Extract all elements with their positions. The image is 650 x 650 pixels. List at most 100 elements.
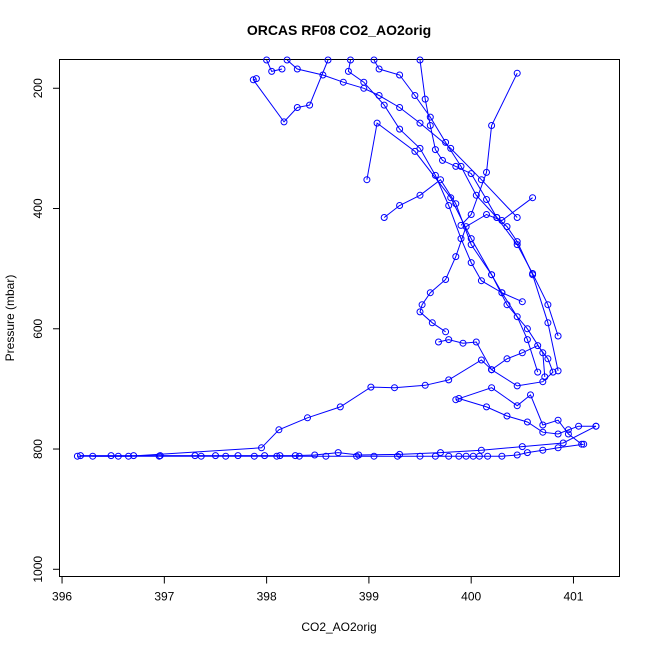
data-point (155, 452, 163, 460)
data-point (278, 65, 286, 73)
data-point (322, 452, 330, 460)
data-point (529, 271, 537, 279)
data-point (544, 319, 552, 327)
data-point (544, 301, 552, 309)
data-point (435, 338, 442, 346)
data-point (276, 452, 284, 460)
data-point (503, 355, 511, 363)
data-point (250, 452, 258, 460)
data-point (518, 349, 526, 357)
data-point (306, 101, 314, 109)
data-point (513, 382, 521, 390)
data-point (467, 241, 475, 249)
data-point (564, 430, 572, 438)
data-point (477, 446, 485, 454)
plot-area (73, 56, 600, 460)
data-point (554, 416, 562, 424)
data-point (518, 298, 526, 306)
data-point (513, 313, 521, 321)
data-point (477, 356, 485, 364)
data-point (261, 452, 269, 460)
data-point (467, 170, 475, 178)
data-point (457, 162, 465, 170)
data-point (513, 214, 521, 221)
data-point (252, 75, 260, 83)
data-point (304, 414, 311, 422)
data-point (503, 301, 511, 309)
data-point (442, 276, 450, 283)
data-point (426, 113, 434, 121)
y-tick-label: 1000 (31, 556, 45, 583)
data-point (234, 452, 242, 460)
y-tick-label: 800 (31, 439, 45, 459)
data-point (559, 439, 567, 447)
x-tick-label: 398 (257, 590, 277, 604)
series-line (252, 59, 329, 123)
data-point (445, 376, 453, 384)
data-point (580, 440, 588, 448)
data-point (484, 452, 492, 460)
data-point (523, 336, 531, 344)
data-point (428, 319, 436, 327)
data-point (249, 76, 257, 84)
data-point (445, 202, 453, 209)
y-axis: 200 400 600 800 1000 (31, 78, 60, 583)
data-point (130, 452, 138, 460)
y-tick-label: 600 (31, 318, 45, 338)
data-point (488, 366, 496, 374)
data-point (268, 67, 276, 75)
y-tick-label: 200 (31, 78, 45, 98)
series-line (347, 59, 539, 373)
data-point (488, 384, 496, 392)
data-point (416, 119, 424, 127)
series-5 (416, 56, 562, 375)
data-point (452, 200, 460, 208)
data-point (437, 449, 444, 457)
data-point (431, 146, 439, 154)
series-14 (77, 422, 600, 460)
data-point (396, 450, 404, 458)
data-point (222, 452, 230, 460)
data-point (488, 271, 496, 279)
data-point (439, 156, 446, 164)
data-point (411, 147, 419, 155)
data-point (197, 452, 205, 460)
data-point (360, 78, 368, 86)
data-point (592, 422, 600, 430)
data-point (212, 452, 219, 460)
data-point (483, 196, 490, 203)
y-axis-label: Pressure (mbar) (3, 275, 17, 362)
data-point (459, 339, 467, 347)
data-point (363, 176, 371, 184)
data-point (334, 449, 342, 457)
y-tick-label: 400 (31, 198, 45, 218)
data-point (295, 452, 303, 460)
data-point (452, 162, 460, 170)
data-point (523, 418, 531, 426)
data-point (498, 289, 506, 297)
data-point (426, 122, 434, 129)
data-point (367, 383, 375, 391)
data-point (77, 452, 84, 460)
data-point (431, 452, 439, 460)
x-tick-label: 396 (52, 590, 72, 604)
data-point (554, 444, 562, 452)
x-axis: 396 397 398 399 400 401 (52, 576, 584, 604)
series-line (438, 339, 554, 387)
data-point (472, 338, 480, 346)
data-point (575, 422, 583, 430)
data-point (339, 78, 347, 86)
data-point (293, 104, 301, 111)
data-point (291, 452, 299, 460)
x-tick-label: 399 (359, 590, 379, 604)
series-line (373, 59, 559, 337)
data-point (114, 452, 122, 460)
data-point (534, 368, 542, 376)
series-line (455, 387, 583, 445)
data-point (498, 452, 506, 460)
series-line (383, 178, 523, 303)
data-point (421, 95, 429, 103)
data-point (544, 355, 552, 363)
data-point (467, 211, 475, 218)
data-point (523, 325, 531, 333)
